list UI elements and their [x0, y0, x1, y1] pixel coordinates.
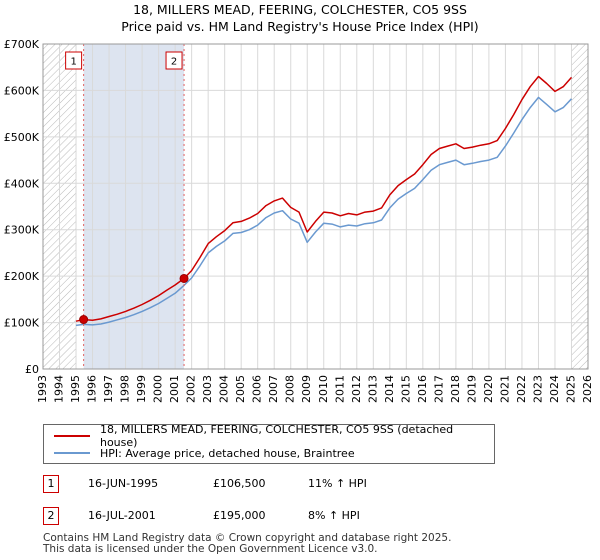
- transaction-price: £195,000: [213, 509, 266, 522]
- x-tick-label: 1995: [69, 375, 82, 403]
- x-tick-label: 2009: [300, 375, 313, 403]
- transaction-hpi-diff: 8% ↑ HPI: [308, 509, 360, 522]
- plot-frame: [42, 43, 589, 370]
- y-tick-label: £400K: [4, 177, 40, 190]
- x-tick-label: 1997: [102, 375, 115, 403]
- sale-label: 1: [70, 57, 76, 68]
- transaction-hpi-diff: 11% ↑ HPI: [308, 477, 367, 490]
- x-tick-label: 2007: [267, 375, 280, 403]
- x-tick-label: 2013: [366, 375, 379, 403]
- x-tick-label: 2015: [399, 375, 412, 403]
- x-tick-label: 2005: [234, 375, 247, 403]
- y-tick-label: £200K: [4, 270, 40, 283]
- transaction-date: 16-JUL-2001: [88, 509, 156, 522]
- x-tick-label: 1993: [36, 375, 49, 403]
- x-tick-label: 2023: [531, 375, 544, 403]
- x-tick-label: 2022: [515, 375, 528, 403]
- x-tick-label: 2000: [152, 375, 165, 403]
- y-tick-label: £700K: [4, 38, 40, 51]
- x-tick-label: 2017: [432, 375, 445, 403]
- x-tick-label: 2006: [251, 375, 264, 403]
- x-tick-label: 2008: [284, 375, 297, 403]
- x-tick-label: 2002: [185, 375, 198, 403]
- x-tick-label: 2018: [449, 375, 462, 403]
- x-tick-label: 2012: [350, 375, 363, 403]
- x-tick-label: 2011: [333, 375, 346, 403]
- x-tick-label: 2010: [317, 375, 330, 403]
- transaction-row: 1 16-JUN-1995 £106,500 11% ↑ HPI: [43, 475, 493, 495]
- ownership-shade: [83, 44, 185, 369]
- property-price-line: [75, 75, 573, 322]
- legend-swatch-hpi: [54, 452, 90, 454]
- legend: 18, MILLERS MEAD, FEERING, COLCHESTER, C…: [43, 423, 495, 464]
- transaction-badge: 2: [43, 507, 59, 525]
- legend-label-property: 18, MILLERS MEAD, FEERING, COLCHESTER, C…: [99, 423, 454, 449]
- y-tick-label: £100K: [4, 317, 40, 330]
- x-tick-label: 2001: [168, 375, 181, 403]
- x-tick-label: 2016: [416, 375, 429, 403]
- x-tick-label: 1998: [119, 375, 132, 403]
- transaction-date: 16-JUN-1995: [88, 477, 159, 490]
- x-tick-label: 2026: [581, 375, 594, 403]
- x-tick-label: 2019: [465, 375, 478, 403]
- legend-item-hpi: HPI: Average price, detached house, Brai…: [54, 445, 355, 461]
- legend-swatch-property: [54, 435, 90, 437]
- sale-label-box: [165, 51, 183, 70]
- legend-label-hpi: HPI: Average price, detached house, Brai…: [100, 446, 355, 460]
- x-tick-label: 1994: [53, 375, 66, 403]
- x-tick-label: 2020: [482, 375, 495, 403]
- sale-label-box: [65, 51, 83, 70]
- chart-subtitle: Price paid vs. HM Land Registry's House …: [121, 19, 479, 34]
- x-tick-label: 2021: [498, 375, 511, 403]
- x-tick-label: 2025: [564, 375, 577, 403]
- transaction-badge: 1: [43, 475, 59, 493]
- sale-point: [79, 315, 89, 325]
- legend-item-property: 18, MILLERS MEAD, FEERING, COLCHESTER, C…: [54, 423, 494, 449]
- x-tick-label: 2003: [201, 375, 214, 403]
- sale-point: [179, 273, 189, 283]
- footer-copyright: Contains HM Land Registry data © Crown c…: [43, 532, 452, 544]
- x-tick-label: 2014: [383, 375, 396, 403]
- hatched-region: [571, 44, 588, 369]
- hpi-line: [75, 96, 573, 327]
- transaction-price: £106,500: [213, 477, 266, 490]
- x-tick-label: 2024: [548, 375, 561, 403]
- y-tick-label: £0: [25, 363, 39, 376]
- y-tick-label: £500K: [4, 131, 40, 144]
- x-tick-label: 1999: [135, 375, 148, 403]
- footer-license: This data is licensed under the Open Gov…: [43, 543, 378, 555]
- sale-label: 2: [171, 57, 177, 68]
- chart-title: 18, MILLERS MEAD, FEERING, COLCHESTER, C…: [133, 2, 467, 17]
- transaction-row: 2 16-JUL-2001 £195,000 8% ↑ HPI: [43, 507, 493, 527]
- x-tick-label: 1996: [86, 375, 99, 403]
- x-tick-label: 2004: [218, 375, 231, 403]
- price-chart: 1 2 £0 £100K £200K £300K £400K £500K £600K £700K…: [4, 38, 594, 403]
- y-tick-label: £600K: [4, 84, 40, 97]
- y-tick-label: £300K: [4, 224, 40, 237]
